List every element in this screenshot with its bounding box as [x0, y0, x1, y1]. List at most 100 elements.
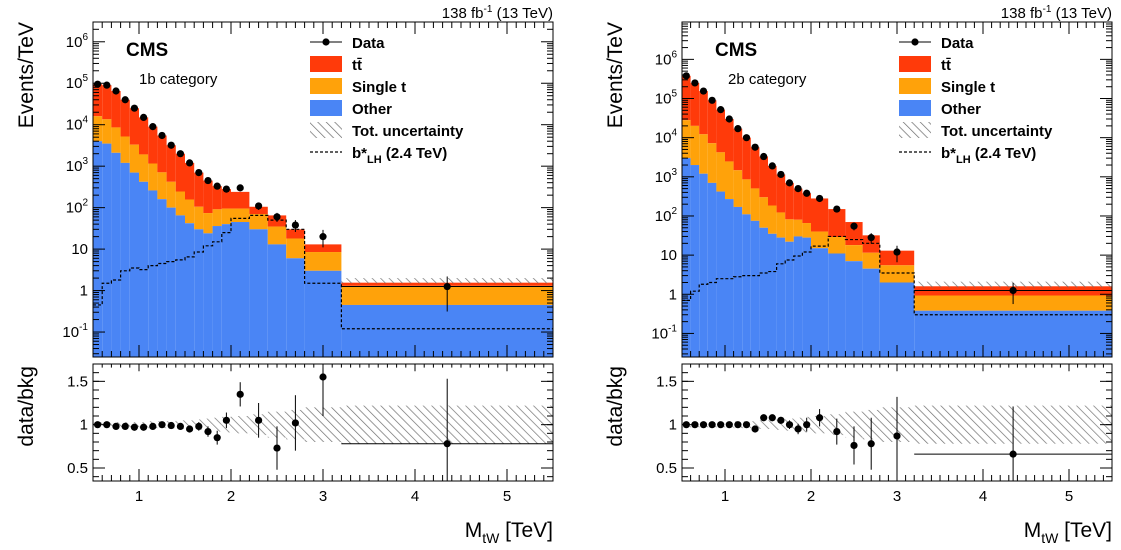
- other-bar: [828, 253, 846, 357]
- data-point: [751, 143, 759, 151]
- ttbar-bar: [221, 189, 231, 209]
- ratio-point: [850, 441, 858, 450]
- ttbar-bar: [203, 180, 213, 214]
- data-point: [699, 87, 708, 95]
- data-point: [708, 96, 716, 104]
- single-t-bar: [811, 231, 829, 249]
- y-tick-label: 103: [66, 156, 89, 175]
- ratio-point: [777, 416, 785, 424]
- ttbar-bar: [802, 193, 811, 224]
- other-bar: [879, 282, 915, 357]
- y-tick-mantissa: 10: [66, 34, 83, 51]
- y-tick-label: 10-1: [62, 322, 88, 341]
- ratio-point: [803, 421, 811, 429]
- data-point: [213, 182, 221, 190]
- other-bar: [690, 165, 700, 357]
- data-point: [682, 72, 690, 80]
- x-tick-label: 1: [721, 488, 729, 505]
- single-t-bar: [304, 252, 342, 271]
- data-point: [186, 159, 194, 167]
- other-bar: [166, 207, 176, 357]
- ratio-point: [273, 444, 281, 452]
- other-bar: [845, 261, 863, 357]
- other-bar: [203, 233, 213, 357]
- x-tick-label: 2: [227, 488, 235, 505]
- ttbar-bar: [175, 153, 185, 192]
- single-t-bar: [699, 134, 708, 174]
- other-bar: [341, 304, 553, 357]
- x-tick-label: 4: [411, 488, 419, 505]
- ratio-uncertainty-band: [750, 421, 760, 429]
- y-tick-label: 103: [655, 167, 678, 186]
- ratio-point: [725, 421, 733, 429]
- single-t-bar: [716, 152, 725, 192]
- lumi-label: 138 fb-1 (13 TeV): [442, 4, 553, 22]
- lumi-energy: (13 TeV): [1051, 5, 1112, 22]
- other-bar: [707, 182, 717, 357]
- ratio-uncertainty-band: [212, 417, 222, 432]
- single-t-bar: [828, 237, 846, 254]
- y-tick-exponent: 4: [82, 115, 88, 126]
- ttbar-bar: [768, 165, 777, 206]
- signal-line: [682, 235, 1112, 316]
- x-tick-label: 3: [893, 488, 901, 505]
- data-point: [255, 202, 263, 210]
- other-bar: [682, 158, 691, 357]
- data-point: [140, 113, 148, 122]
- other-bar: [811, 248, 829, 357]
- data-point: [204, 176, 212, 185]
- legend-ttbar-swatch: [310, 56, 342, 72]
- ratio-uncertainty-band: [845, 411, 863, 438]
- y-tick-exponent: 6: [671, 49, 677, 60]
- legend-ttbar-label: tt̄: [352, 57, 362, 74]
- single-t-bar: [120, 136, 130, 163]
- legend-other-label: Other: [352, 101, 392, 118]
- legend-signal-mass: (2.4 TeV): [382, 145, 448, 162]
- single-t-bar: [185, 199, 195, 224]
- ratio-point: [158, 421, 166, 429]
- single-t-bar: [129, 144, 139, 173]
- other-bar: [304, 270, 342, 357]
- y-tick-mantissa: 10: [66, 200, 83, 217]
- y-tick-label: 104: [66, 115, 89, 134]
- ratio-point: [867, 440, 875, 448]
- y-tick-mantissa: 10: [62, 324, 79, 341]
- ratio-y-tick-label: 1.5: [67, 373, 88, 390]
- ratio-point: [103, 421, 111, 429]
- y-tick-exponent: 5: [82, 73, 88, 84]
- y-tick-exponent: -1: [668, 323, 677, 334]
- ratio-point: [699, 421, 708, 429]
- ttbar-bar: [304, 244, 342, 253]
- data-point: [130, 104, 138, 112]
- x-axis-label-unit: [TeV]: [1058, 519, 1112, 542]
- ratio-point: [130, 423, 138, 431]
- ttbar-bar: [793, 188, 803, 220]
- ttbar-bar: [742, 137, 751, 180]
- x-axis-label-sub: tW: [482, 530, 500, 546]
- legend-signal-label: b*LH (2.4 TeV): [941, 145, 1036, 166]
- data-point: [167, 141, 175, 149]
- single-t-bar: [249, 214, 268, 230]
- single-t-bar: [802, 223, 811, 238]
- other-bar: [194, 229, 204, 357]
- y-tick-mantissa: 1: [669, 286, 677, 303]
- ttbar-bar: [733, 128, 743, 171]
- single-t-bar: [231, 208, 250, 223]
- ratio-point: [291, 419, 299, 427]
- single-t-bar: [776, 212, 786, 238]
- ratio-point: [893, 432, 901, 440]
- lumi-exponent: -1: [1043, 4, 1052, 15]
- ratio-point: [121, 422, 129, 430]
- legend-data-label: Data: [352, 35, 385, 52]
- data-point: [121, 96, 129, 104]
- single-t-bar: [286, 238, 305, 259]
- y-tick-exponent: 2: [82, 198, 88, 209]
- y-axis-label: Events/TeV: [604, 22, 627, 128]
- legend-unc-swatch: [899, 122, 931, 138]
- data-point: [833, 205, 841, 213]
- data-point: [768, 162, 776, 170]
- legend-signal-sub: LH: [367, 154, 382, 166]
